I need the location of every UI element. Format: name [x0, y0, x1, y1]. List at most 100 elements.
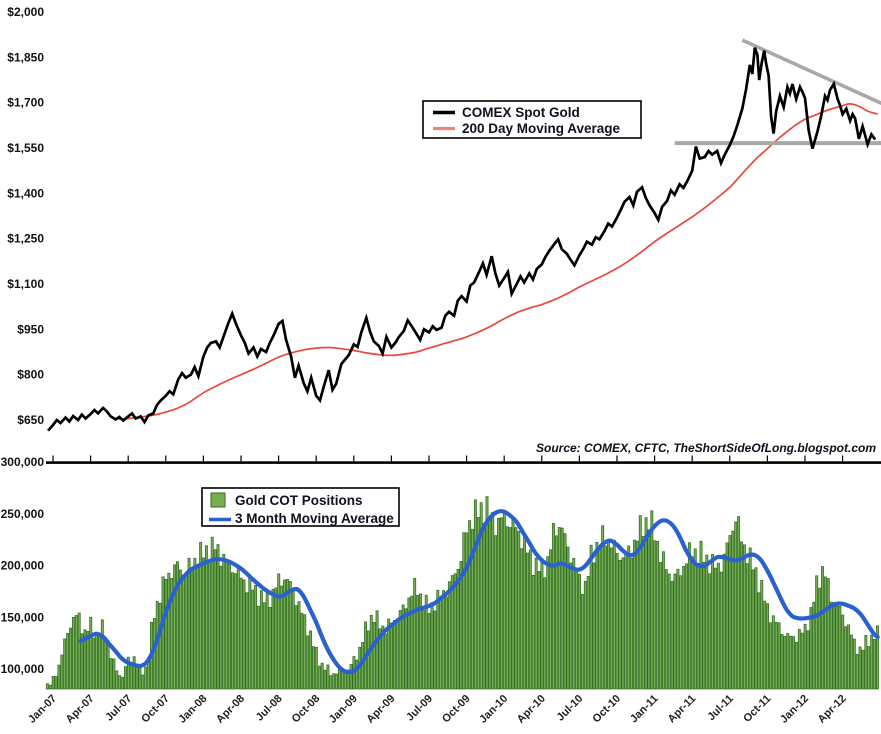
cot-bar	[450, 575, 454, 690]
cot-bar	[332, 673, 336, 690]
cot-bar	[80, 633, 84, 690]
cot-bar	[69, 627, 72, 690]
cot-bar	[456, 568, 460, 690]
cot-bar	[343, 672, 347, 690]
cot-bar	[757, 592, 761, 690]
cot-bar	[242, 579, 246, 690]
cot-bar	[459, 561, 463, 690]
cot-bar	[294, 605, 298, 690]
cot-bar	[416, 594, 420, 690]
cot-bar	[864, 635, 868, 690]
cot-bar	[621, 557, 625, 690]
cot-bar	[505, 526, 509, 690]
cot-bar	[303, 614, 307, 690]
cot-axis-labels: 300,000 250,000 200,000 150,000 100,000	[1, 455, 45, 676]
date-tick-label: Apr-07	[64, 693, 97, 726]
cot-bar	[546, 556, 550, 690]
cot-bar	[630, 557, 634, 690]
cot-bar	[650, 510, 654, 690]
cot-bar	[312, 646, 315, 690]
cot-bar	[95, 632, 98, 690]
cot-bar	[491, 511, 495, 690]
cot-bar	[502, 510, 506, 690]
cot-bar	[462, 532, 466, 690]
cot-bar	[514, 527, 518, 690]
date-tick-label: Apr-08	[214, 693, 247, 726]
cot-bar	[604, 545, 608, 690]
cot-bar	[442, 590, 446, 690]
cot-bar	[644, 517, 648, 690]
cot-bar	[659, 562, 662, 690]
cot-bar	[531, 574, 535, 690]
cot-bar	[702, 561, 706, 690]
cot-bar	[693, 548, 697, 690]
cot-bar	[248, 577, 252, 690]
cot-bar	[167, 572, 171, 690]
date-tick-label: Oct-10	[590, 693, 623, 726]
cot-bar	[161, 576, 165, 690]
cot-bar	[355, 659, 359, 690]
cot-bar	[537, 571, 541, 690]
cot-bar	[71, 616, 75, 690]
cot-bar	[372, 622, 376, 690]
date-tick-label: Jul-11	[705, 693, 736, 724]
cot-bar	[225, 559, 229, 690]
cot-bar	[51, 676, 55, 690]
cot-bar	[670, 581, 674, 690]
cot-bar	[595, 542, 599, 690]
cot-bar	[543, 577, 547, 690]
ma200-line	[115, 103, 878, 420]
cot-bar	[176, 561, 179, 690]
date-tick-label: Jan-10	[477, 693, 510, 726]
cot-bar	[268, 607, 272, 690]
source-note: Source: COMEX, CFTC, TheShortSideOfLong.…	[536, 441, 876, 455]
cot-bar	[592, 562, 596, 690]
cot-bar	[471, 528, 474, 690]
cot-bar	[390, 622, 393, 690]
date-tick-label: Jan-08	[176, 693, 209, 726]
cot-bar	[870, 634, 874, 690]
cot-bar	[494, 535, 498, 690]
cot-bar	[112, 658, 116, 690]
cot-bar	[794, 641, 798, 690]
cot-bar	[847, 624, 850, 690]
cot-bar	[187, 557, 191, 690]
cot-bar	[92, 637, 96, 690]
price-legend-box	[422, 100, 642, 139]
cot-bar	[687, 542, 691, 690]
cot-bar	[265, 592, 269, 690]
price-axis-labels: $2,000 $1,850 $1,700 $1,550 $1,400 $1,250 $1,1…	[7, 5, 44, 427]
date-axis-labels: Jan-07 Apr-07 Jul-07 Oct-07 Jan-08 Apr-08 Jul-…	[26, 693, 849, 726]
cot-bar	[366, 630, 370, 690]
divider-line	[46, 461, 881, 464]
cot-bar	[413, 577, 417, 690]
gold-price-panel	[47, 38, 881, 432]
date-tick-label: Jul-09	[404, 693, 435, 724]
cot-bar	[245, 592, 249, 690]
cot-bar	[106, 644, 110, 690]
cot-bar	[410, 595, 414, 690]
cot-bar	[285, 579, 289, 690]
price-tick-label: $1,400	[7, 186, 44, 200]
cot-bar	[708, 573, 712, 690]
cot-bar	[673, 573, 677, 690]
cot-bar	[126, 656, 130, 690]
cot-bar	[97, 636, 101, 690]
cot-bar	[731, 530, 735, 690]
cot-bar	[239, 577, 243, 690]
cot-bar	[685, 563, 688, 690]
date-tick-label: Jan-12	[778, 693, 811, 726]
cot-bar	[204, 545, 208, 690]
cot-bar	[653, 540, 657, 690]
cot-bar	[508, 527, 512, 690]
cot-bar	[722, 553, 726, 690]
cot-bar	[392, 620, 396, 690]
cot-bar	[523, 534, 527, 690]
cot-bar	[566, 546, 570, 690]
cot-bar	[283, 579, 286, 690]
cot-bar	[210, 536, 214, 690]
cot-bar	[760, 579, 764, 690]
cot-bar	[271, 589, 275, 690]
cot-bar	[661, 551, 665, 690]
